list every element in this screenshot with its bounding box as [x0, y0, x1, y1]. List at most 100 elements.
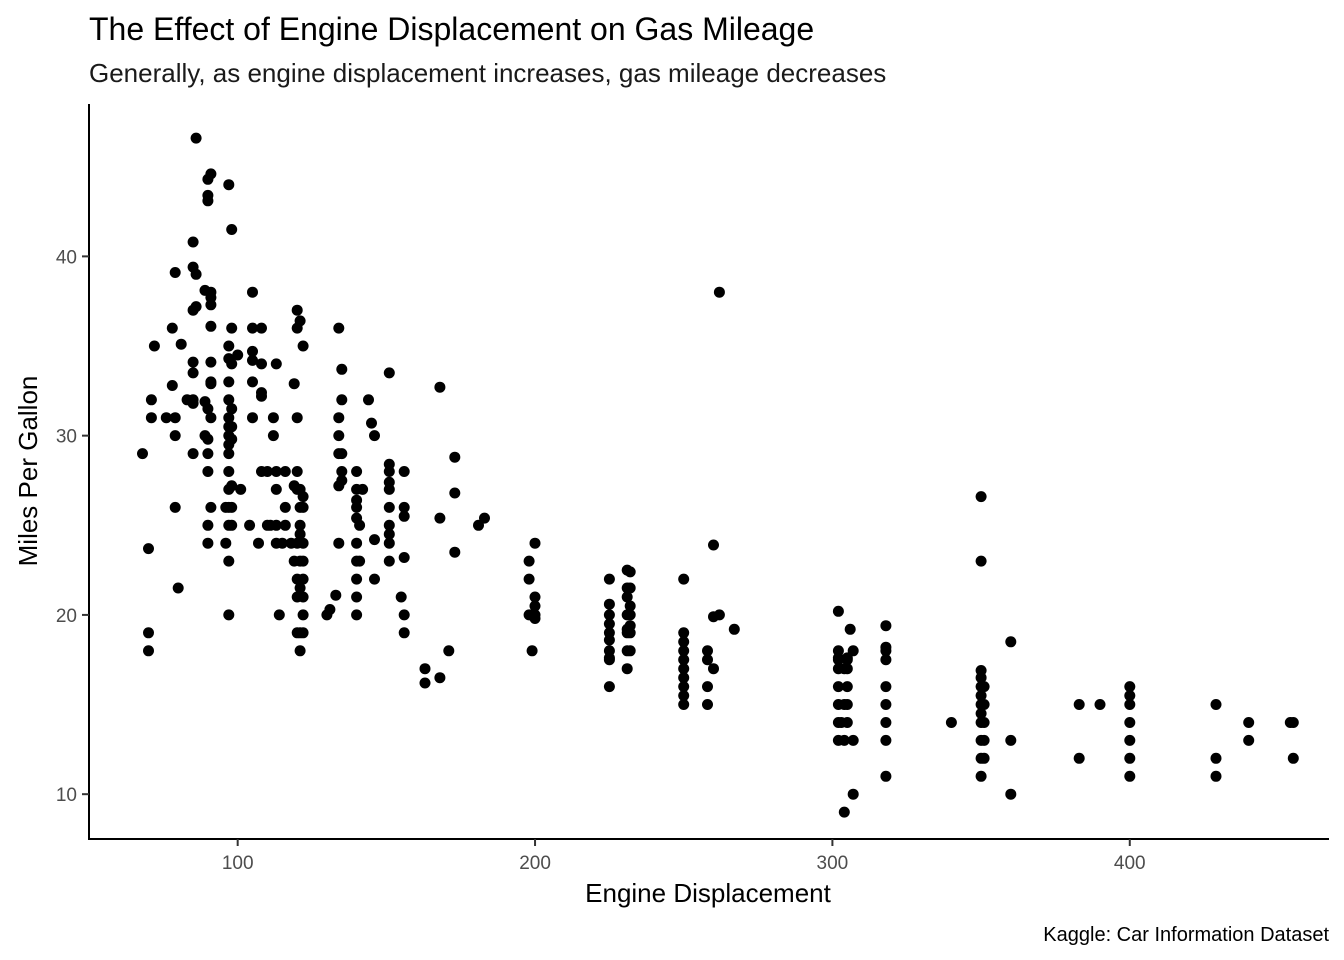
data-point [419, 663, 431, 675]
data-point [678, 645, 690, 657]
data-point [678, 663, 690, 675]
x-tick-label: 200 [519, 853, 551, 874]
data-point [351, 591, 363, 603]
data-point [443, 645, 455, 657]
data-point [398, 609, 410, 621]
data-point [702, 645, 713, 657]
data-point [294, 519, 306, 531]
data-point [190, 301, 202, 313]
data-point [187, 236, 199, 248]
data-point [205, 501, 217, 513]
data-point [205, 292, 217, 304]
data-point [978, 699, 990, 710]
data-point [256, 322, 267, 334]
data-point [838, 806, 850, 818]
data-point [398, 501, 410, 513]
data-point [354, 555, 366, 567]
data-point [351, 466, 363, 477]
data-point [253, 537, 264, 549]
data-point [267, 430, 279, 442]
data-point [383, 501, 395, 513]
data-point [1124, 770, 1136, 782]
data-point [1005, 788, 1017, 800]
data-point [529, 609, 541, 621]
data-point [202, 433, 214, 445]
data-point [678, 627, 690, 639]
data-point [351, 494, 363, 506]
data-point [297, 491, 309, 503]
y-axis-title: Miles Per Gallon [13, 376, 43, 567]
data-point [336, 466, 348, 477]
data-point [624, 582, 636, 594]
data-point [247, 286, 258, 298]
data-point [383, 555, 395, 567]
data-point [220, 537, 232, 549]
data-point [288, 378, 300, 390]
data-point [297, 340, 309, 352]
data-point [369, 430, 380, 442]
data-point [624, 600, 636, 612]
data-point [603, 681, 615, 693]
data-point [383, 476, 395, 488]
data-point [363, 394, 374, 406]
data-point [143, 645, 154, 657]
data-point [336, 448, 348, 460]
data-point [880, 699, 892, 710]
x-axis-ticks: 100 200 300 400 [222, 839, 1146, 874]
data-point [244, 519, 256, 531]
data-point [226, 519, 238, 531]
data-point [419, 677, 431, 689]
data-point [978, 681, 990, 693]
data-point [223, 412, 235, 424]
data-point [728, 623, 740, 635]
data-point [624, 620, 636, 632]
data-point [1124, 699, 1136, 710]
data-point [294, 315, 306, 327]
data-point [226, 224, 238, 235]
y-tick-label: 10 [56, 785, 77, 806]
data-point [880, 770, 892, 782]
data-point [351, 537, 363, 549]
data-point [841, 681, 853, 693]
data-point [169, 501, 181, 513]
data-point [880, 717, 892, 728]
y-axis-ticks: 10 20 30 40 [56, 247, 89, 806]
data-point [702, 681, 713, 693]
data-point [1243, 734, 1255, 746]
chart-caption: Kaggle: Car Information Dataset [1043, 924, 1329, 946]
data-point [1210, 770, 1222, 782]
data-point [880, 681, 892, 693]
data-point [270, 483, 282, 495]
data-point [226, 480, 238, 492]
data-point [247, 322, 258, 334]
data-point [603, 652, 615, 664]
data-point [838, 734, 850, 746]
data-point [297, 501, 309, 513]
data-point [621, 591, 633, 603]
data-point [978, 734, 990, 746]
data-point [297, 609, 309, 621]
data-point [166, 322, 178, 334]
data-point [603, 634, 615, 646]
data-point [145, 394, 157, 406]
data-point [226, 403, 238, 415]
data-point [169, 267, 181, 278]
data-point [279, 501, 291, 513]
data-point [202, 448, 214, 460]
data-point [270, 358, 282, 370]
data-point [187, 448, 199, 460]
data-point [479, 512, 490, 524]
data-point [291, 304, 303, 316]
data-point [880, 620, 892, 632]
data-point [383, 528, 395, 540]
data-point [398, 552, 410, 563]
data-point [945, 717, 957, 728]
data-point [1073, 752, 1085, 764]
y-tick-label: 20 [56, 606, 77, 627]
data-point [603, 573, 615, 585]
data-point [975, 690, 987, 702]
data-point [678, 699, 690, 710]
data-point [841, 699, 853, 710]
data-point [1124, 734, 1136, 746]
data-point [678, 690, 690, 702]
